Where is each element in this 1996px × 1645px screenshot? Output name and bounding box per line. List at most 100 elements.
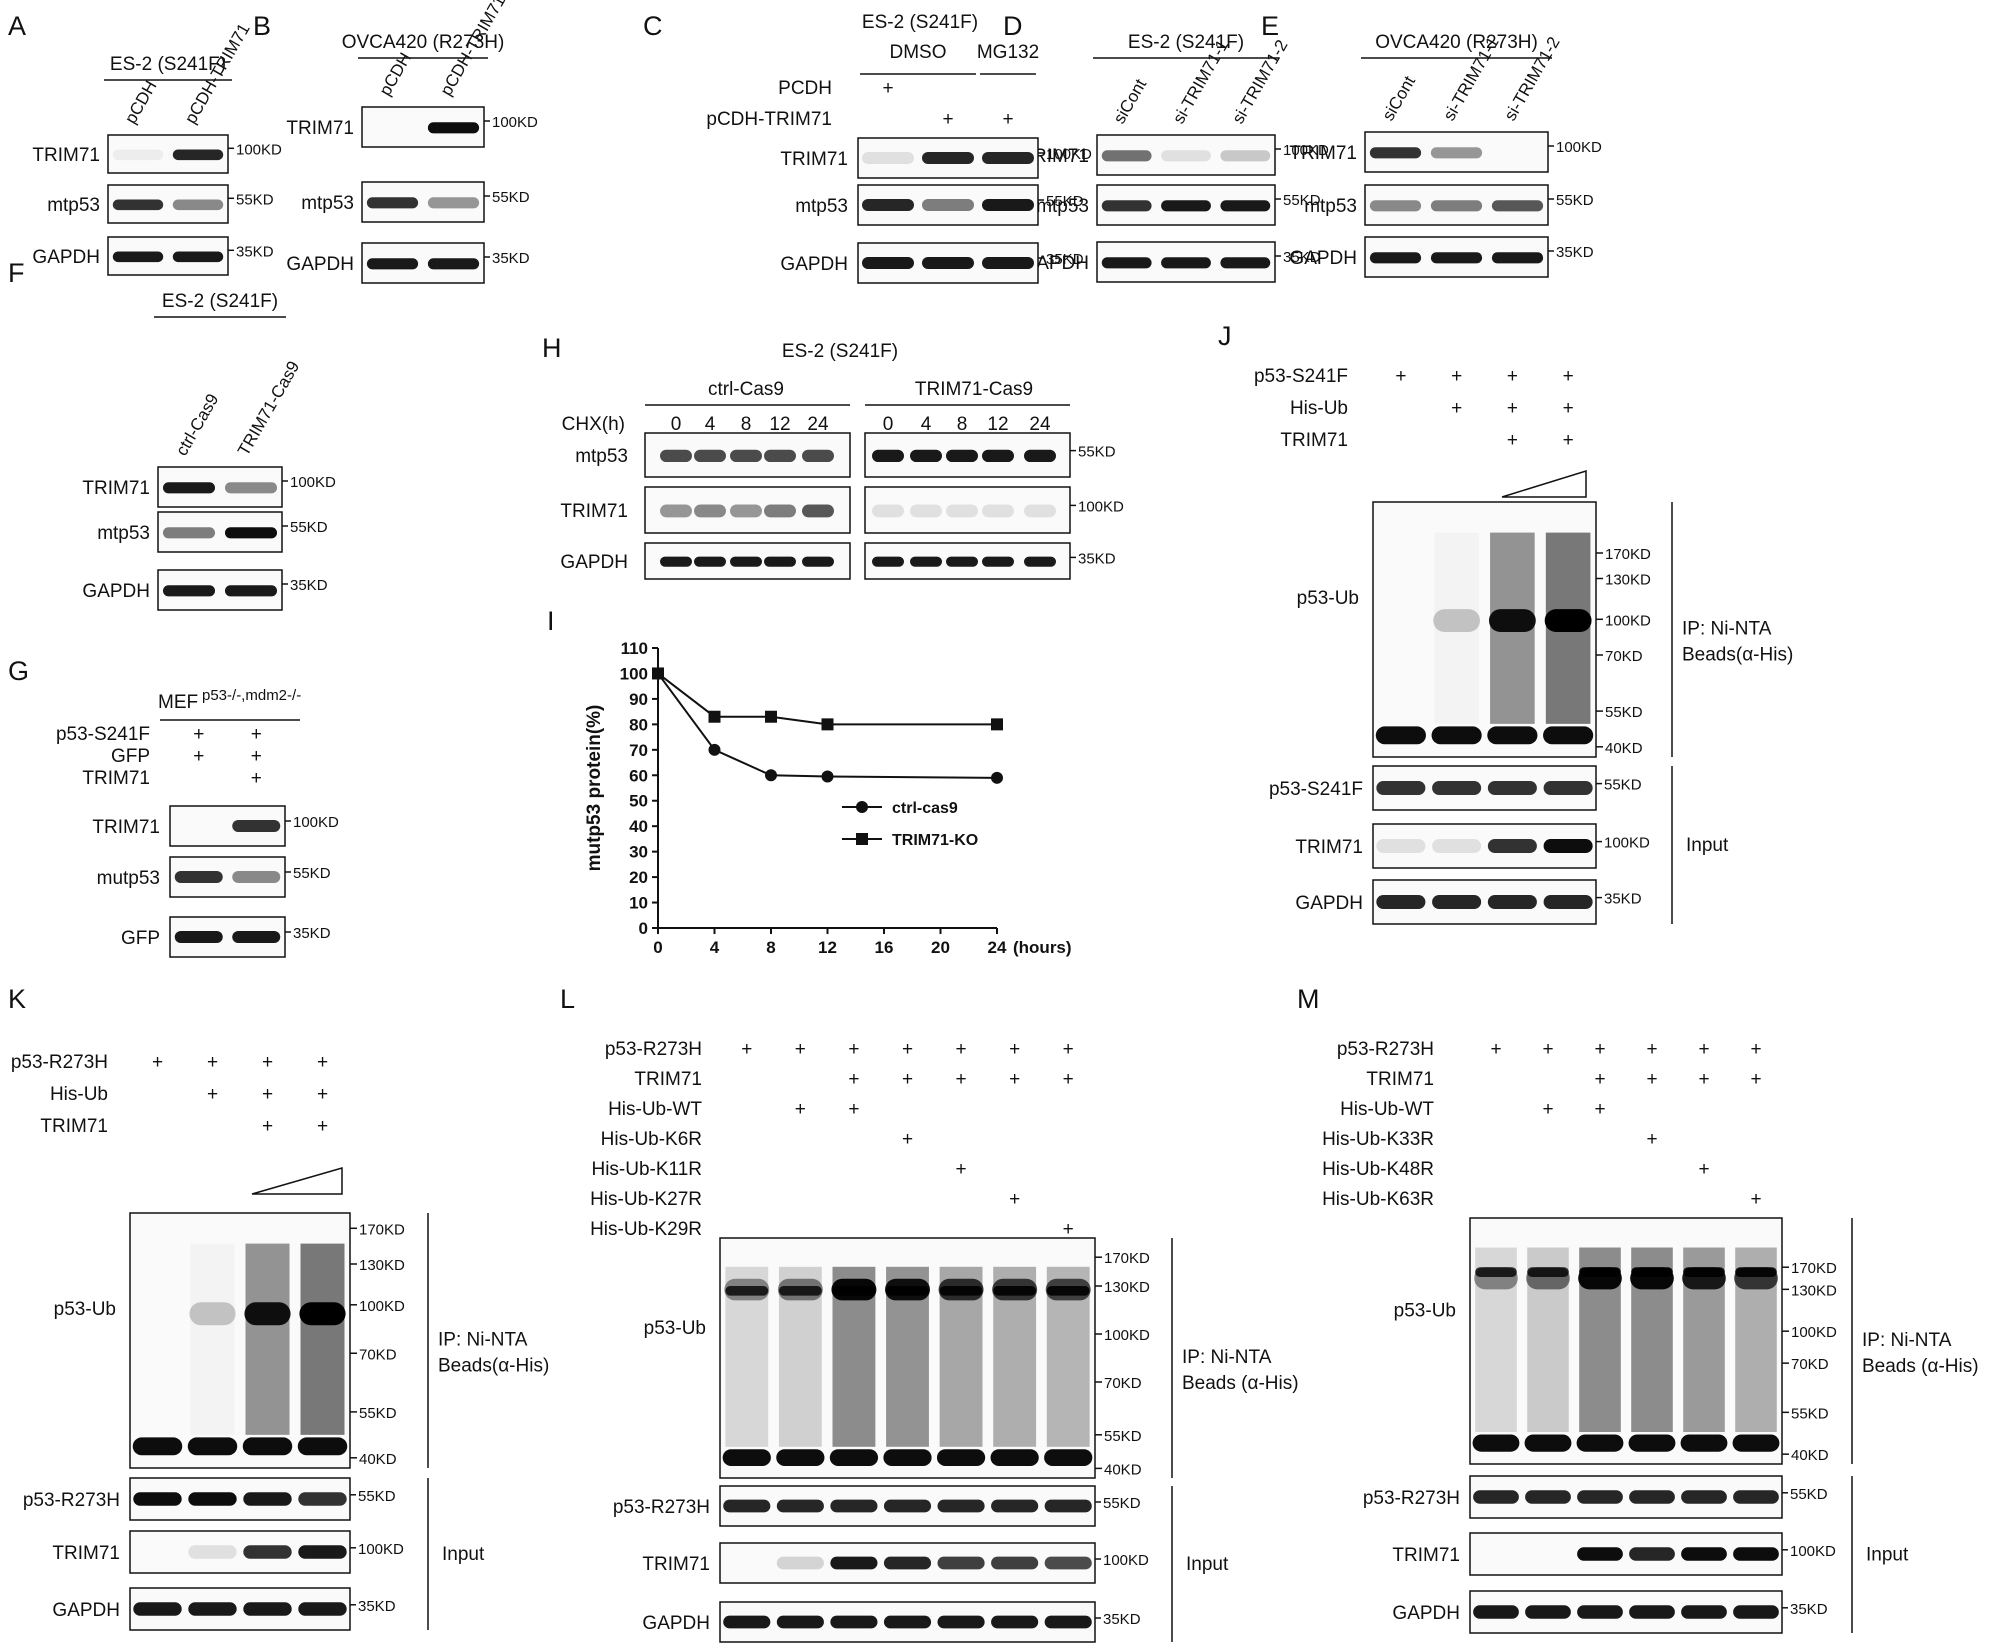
- row-label: mtp53: [795, 196, 848, 217]
- marker-label: 35KD: [1103, 1611, 1141, 1628]
- y-tick-label: 50: [629, 792, 648, 811]
- blot-band: [862, 152, 914, 164]
- row-label: GFP: [121, 928, 160, 949]
- data-point-TRIM71-KO: [652, 667, 664, 680]
- marker-label: 70KD: [1791, 1356, 1829, 1373]
- legend-label: ctrl-cas9: [892, 800, 958, 817]
- marker-label: 100KD: [1078, 498, 1124, 515]
- ip-blot-frame: [1469, 1217, 1783, 1465]
- condition-label: His-Ub-WT: [608, 1099, 702, 1120]
- row-label: TRIM71: [286, 118, 354, 139]
- blot-band: [725, 1286, 769, 1296]
- condition-label: p53-S241F: [1254, 366, 1348, 387]
- blot-band: [1473, 1605, 1519, 1619]
- blot-frame: [864, 486, 1071, 534]
- condition-label: His-Ub-K33R: [1322, 1129, 1434, 1150]
- marker-label: 55KD: [293, 865, 331, 882]
- condition-sign: +: [251, 724, 262, 745]
- x-tick-label: 16: [875, 938, 894, 957]
- ip-label: Beads(α-His): [438, 1356, 549, 1377]
- cell-line-header: OVCA420 (R273H): [342, 32, 505, 53]
- blot-band: [1735, 1267, 1777, 1278]
- condition-sign: +: [207, 1052, 218, 1073]
- treatment-label: MG132: [977, 42, 1039, 63]
- blot-band: [922, 152, 974, 164]
- marker-label: 35KD: [1556, 244, 1594, 261]
- data-point-ctrl-cas9: [765, 769, 777, 782]
- time-label: 4: [921, 414, 932, 435]
- time-label: 12: [769, 414, 790, 435]
- blot-band: [1525, 1490, 1571, 1504]
- marker-label: 35KD: [358, 1598, 396, 1615]
- condition-sign: +: [207, 1084, 218, 1105]
- condition-sign: +: [1451, 366, 1462, 387]
- marker-label: 35KD: [1604, 891, 1642, 908]
- condition-sign: +: [902, 1069, 913, 1090]
- ubiquitin-smear: [245, 1243, 290, 1435]
- y-tick-label: 110: [621, 639, 648, 658]
- condition-sign: +: [1002, 109, 1013, 130]
- blot-band: [723, 1499, 771, 1513]
- x-tick-label: 24: [988, 938, 1007, 957]
- input-label: Input: [1186, 1554, 1229, 1575]
- blot-band: [1487, 894, 1537, 910]
- condition-sign: +: [1063, 1219, 1074, 1240]
- marker-label: 130KD: [1605, 572, 1651, 589]
- blot-band: [366, 197, 419, 209]
- blot-band: [1369, 252, 1422, 264]
- data-point-ctrl-cas9: [991, 771, 1003, 784]
- row-label: GAPDH: [1392, 1603, 1460, 1624]
- marker-label: 35KD: [1790, 1601, 1828, 1618]
- row-label: TRIM71: [1392, 1545, 1460, 1566]
- blot-band: [862, 257, 914, 269]
- condition-label: TRIM71: [82, 768, 150, 789]
- blot-band: [1579, 1267, 1621, 1278]
- blot-band: [730, 556, 762, 567]
- marker-label: 100KD: [1103, 1552, 1149, 1569]
- lane-label: siCont: [1379, 73, 1420, 124]
- blot-band: [991, 1499, 1039, 1513]
- cell-line-header: ES-2 (S241F): [110, 54, 226, 75]
- condition-sign: +: [1490, 1039, 1501, 1060]
- blot-band: [1046, 1286, 1090, 1296]
- blot-band: [936, 1449, 986, 1466]
- panel-letter: D: [1003, 11, 1023, 41]
- blot-band: [764, 556, 796, 567]
- condition-sign: +: [1507, 366, 1518, 387]
- blot-band: [188, 1602, 237, 1616]
- row-label: GAPDH: [780, 254, 848, 275]
- blot-band: [910, 504, 942, 518]
- cell-line-header: ES-2 (S241F): [1128, 32, 1244, 53]
- lane-label: pCDH: [121, 77, 161, 127]
- blot-band: [1475, 1267, 1517, 1278]
- condition-sign: +: [1009, 1069, 1020, 1090]
- blot-band: [1430, 200, 1483, 212]
- marker-label: 100KD: [492, 114, 538, 131]
- panel-letter: M: [1297, 984, 1320, 1014]
- marker-label: 40KD: [1605, 740, 1643, 757]
- marker-label: 55KD: [1790, 1486, 1828, 1503]
- blot-band: [1681, 1547, 1727, 1561]
- blot-band: [1433, 609, 1481, 633]
- blot-band: [1544, 609, 1592, 633]
- condition-sign: +: [317, 1116, 328, 1137]
- ubiquitin-smear: [191, 1244, 235, 1435]
- marker-label: 55KD: [290, 519, 328, 536]
- blot-band: [991, 1556, 1039, 1570]
- panel-letter: E: [1261, 11, 1279, 41]
- blot-band: [1488, 609, 1536, 633]
- blot-band: [1472, 1434, 1520, 1452]
- panel-letter: C: [643, 11, 663, 41]
- marker-label: 100KD: [1046, 146, 1092, 163]
- blot-band: [187, 1437, 238, 1456]
- blot-band: [982, 257, 1034, 269]
- blot-band: [1629, 1605, 1675, 1619]
- condition-sign: +: [1395, 366, 1406, 387]
- time-label: 24: [1029, 414, 1051, 435]
- marker-label: 55KD: [1046, 193, 1084, 210]
- marker-label: 55KD: [1556, 192, 1594, 209]
- condition-sign: +: [1563, 366, 1574, 387]
